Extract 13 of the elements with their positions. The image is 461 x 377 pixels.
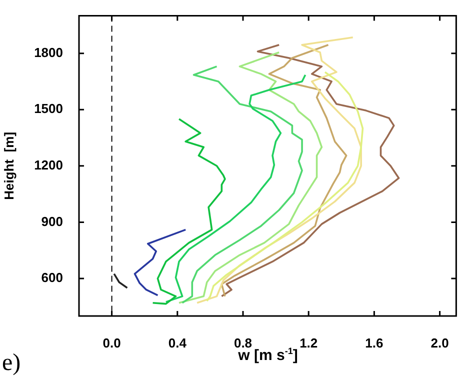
y-tick-label: 900 bbox=[41, 214, 63, 229]
y-axis-title: Height [m] bbox=[1, 132, 16, 200]
x-tick-label: 1.2 bbox=[300, 335, 318, 350]
x-tick-label: 2.0 bbox=[430, 335, 449, 350]
y-tick-label: 1500 bbox=[34, 101, 63, 116]
y-tick-label: 1800 bbox=[34, 44, 63, 60]
x-tick-label: 0.8 bbox=[234, 335, 252, 350]
x-tick-label: 0.0 bbox=[102, 335, 121, 350]
y-tick-label: 1200 bbox=[34, 157, 63, 172]
x-tick-label: 1.6 bbox=[365, 335, 384, 350]
y-tick-label: 600 bbox=[41, 270, 63, 286]
x-tick-label: 0.4 bbox=[168, 335, 188, 350]
text: e) bbox=[2, 350, 21, 377]
